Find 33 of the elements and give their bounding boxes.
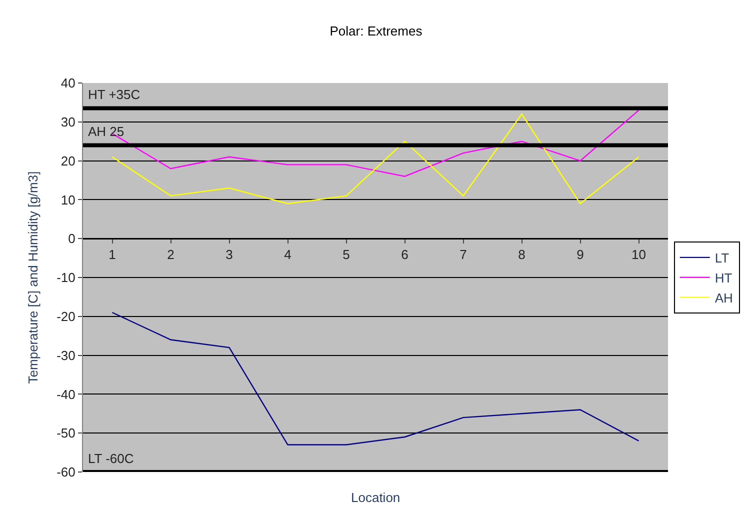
y-tick-label: -60 xyxy=(56,464,76,480)
x-tick-label: 10 xyxy=(632,247,646,262)
legend-label: AH xyxy=(714,290,733,306)
y-tick-label: 0 xyxy=(68,231,76,246)
ref-line-label: HT +35C xyxy=(88,87,140,102)
y-tick-label: -40 xyxy=(56,386,76,402)
x-tick-label: 8 xyxy=(518,247,526,262)
y-tick-label: 40 xyxy=(60,76,76,91)
y-tick-label: 30 xyxy=(60,114,76,130)
x-tick-label: 5 xyxy=(342,247,350,262)
chart-title: Polar: Extremes xyxy=(330,23,423,38)
legend-label: LT xyxy=(714,250,730,266)
line-series xyxy=(112,312,640,446)
x-tick-label: 1 xyxy=(108,247,116,262)
x-tick-label: 9 xyxy=(576,247,584,262)
y-tick-label: 10 xyxy=(60,192,76,208)
line-series xyxy=(112,110,640,177)
x-tick-label: 6 xyxy=(401,247,408,262)
x-tick-label: 3 xyxy=(226,247,233,262)
y-tick-label: 20 xyxy=(60,153,76,168)
y-tick-label: -30 xyxy=(56,348,76,363)
ref-line-label: AH 25 xyxy=(88,124,124,139)
y-axis-title: Temperature [C] and Humidity [g/m3] xyxy=(26,171,41,384)
y-tick-label: -10 xyxy=(56,270,76,286)
x-tick-label: 4 xyxy=(284,247,292,262)
line-series xyxy=(112,114,640,204)
x-axis-title: Location xyxy=(351,490,400,505)
y-tick-label: -20 xyxy=(56,308,76,324)
y-tick-label: -50 xyxy=(56,426,76,441)
ref-line-label: LT -60C xyxy=(88,451,134,466)
x-tick-label: 2 xyxy=(167,247,174,262)
legend-label: HT xyxy=(714,270,732,286)
x-tick-label: 7 xyxy=(460,247,467,262)
